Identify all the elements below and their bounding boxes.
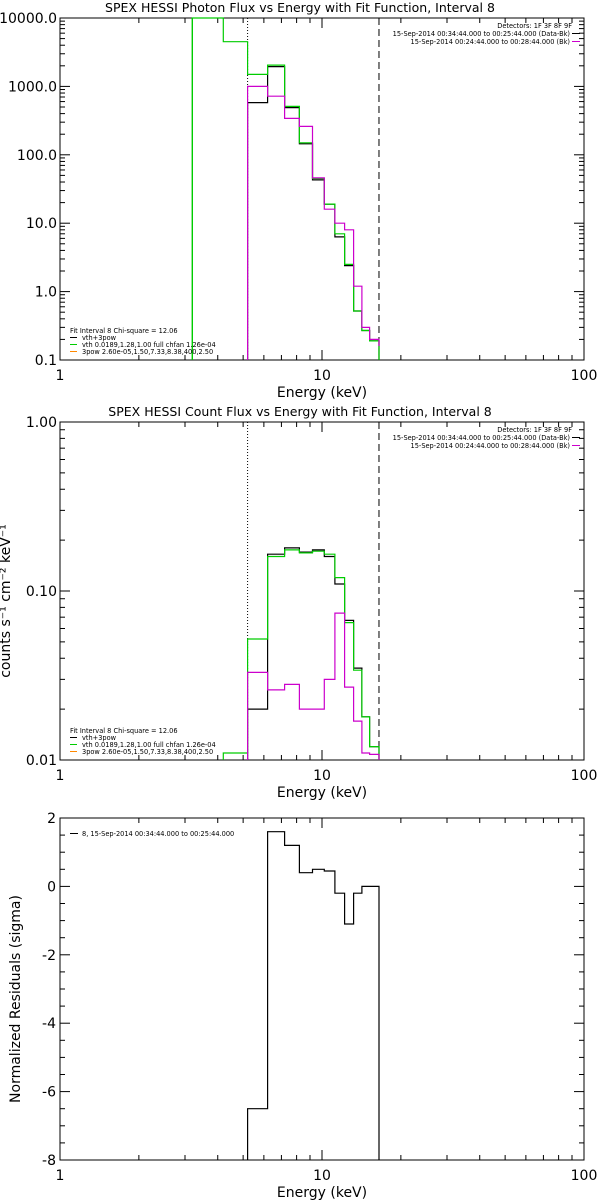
chart-title: SPEX HESSI Photon Flux vs Energy with Fi… bbox=[105, 0, 495, 15]
legend-header: Fit Interval 8 Chi-square = 12.06 bbox=[70, 327, 178, 335]
y-tick-label: 1.00 bbox=[26, 415, 57, 431]
chart-1 bbox=[59, 17, 585, 361]
x-tick-label: 100 bbox=[571, 368, 598, 384]
x-tick-label: 100 bbox=[571, 768, 598, 784]
y-tick-label: 1000.0 bbox=[8, 79, 57, 95]
legend-header: Detectors: 1F 3F 8F 9F bbox=[497, 22, 572, 30]
y-tick-label: 0.10 bbox=[26, 584, 57, 600]
chart-title: SPEX HESSI Count Flux vs Energy with Fit… bbox=[108, 404, 491, 419]
x-tick-label: 10 bbox=[313, 768, 331, 784]
y-tick-label: 1.0 bbox=[35, 285, 57, 301]
series-vth-3pow bbox=[191, 17, 380, 360]
x-tick-label: 100 bbox=[571, 1168, 598, 1184]
y-tick-label: -6 bbox=[42, 1085, 56, 1101]
legend-entry: 3pow 2.60e-05,1.50,7.33,8.38,400,2.50 bbox=[82, 748, 213, 756]
legend-entry: 15-Sep-2014 00:24:44.000 to 00:28:44.000… bbox=[411, 442, 570, 450]
legend-entry: vth 0.0189,1.28,1.00 full chfan 1.26e-04 bbox=[82, 741, 216, 749]
y-tick-label: 10.0 bbox=[26, 216, 57, 232]
legend-entry: 15-Sep-2014 00:34:44.000 to 00:25:44.000… bbox=[393, 434, 570, 442]
y-tick-label: -2 bbox=[42, 948, 56, 964]
series-bk bbox=[247, 85, 380, 360]
x-tick-label: 10 bbox=[313, 368, 331, 384]
y-tick-label: -8 bbox=[42, 1153, 56, 1169]
legend-header: Fit Interval 8 Chi-square = 12.06 bbox=[70, 727, 178, 735]
y-tick-label: 0.01 bbox=[26, 753, 57, 769]
x-tick-label: 1 bbox=[56, 1168, 65, 1184]
legend-header: Detectors: 1F 3F 8F 9F bbox=[497, 426, 572, 434]
x-axis-label: Energy (keV) bbox=[277, 785, 367, 801]
series-vth-3pow bbox=[222, 549, 380, 760]
y-tick-label: 0 bbox=[47, 879, 56, 895]
y-tick-label: -4 bbox=[42, 1016, 56, 1032]
legend-entry: 8, 15-Sep-2014 00:34:44.000 to 00:25:44.… bbox=[82, 830, 234, 838]
x-tick-label: 1 bbox=[56, 768, 65, 784]
legend-entry: vth+3pow bbox=[82, 334, 117, 342]
y-tick-label: 2 bbox=[47, 811, 56, 827]
y-tick-label: 10000.0 bbox=[0, 11, 57, 27]
legend-entry: vth+3pow bbox=[82, 734, 117, 742]
y-tick-label: 100.0 bbox=[17, 148, 57, 164]
plot-frame bbox=[59, 17, 585, 361]
x-axis-label: Energy (keV) bbox=[277, 1185, 367, 1200]
chart-2 bbox=[59, 421, 585, 761]
y-axis-label: Normalized Residuals (sigma) bbox=[8, 895, 24, 1103]
series-residuals bbox=[247, 831, 380, 1160]
y-tick-label: 0.1 bbox=[35, 353, 57, 369]
legend-entry: 15-Sep-2014 00:24:44.000 to 00:28:44.000… bbox=[411, 38, 570, 46]
legend-entry: 3pow 2.60e-05,1.50,7.33,8.38,400,2.50 bbox=[82, 348, 213, 356]
x-axis-label: Energy (keV) bbox=[277, 385, 367, 401]
y-axis-label: counts s⁻¹ cm⁻² keV⁻¹ bbox=[0, 524, 14, 678]
x-tick-label: 10 bbox=[313, 1168, 331, 1184]
series-bk bbox=[247, 612, 380, 760]
series-data-bk bbox=[247, 66, 380, 360]
legend-entry: 15-Sep-2014 00:34:44.000 to 00:25:44.000… bbox=[393, 30, 570, 38]
x-tick-label: 1 bbox=[56, 368, 65, 384]
chart-3 bbox=[59, 817, 585, 1161]
legend-entry: vth 0.0189,1.28,1.00 full chfan 1.26e-04 bbox=[82, 341, 216, 349]
